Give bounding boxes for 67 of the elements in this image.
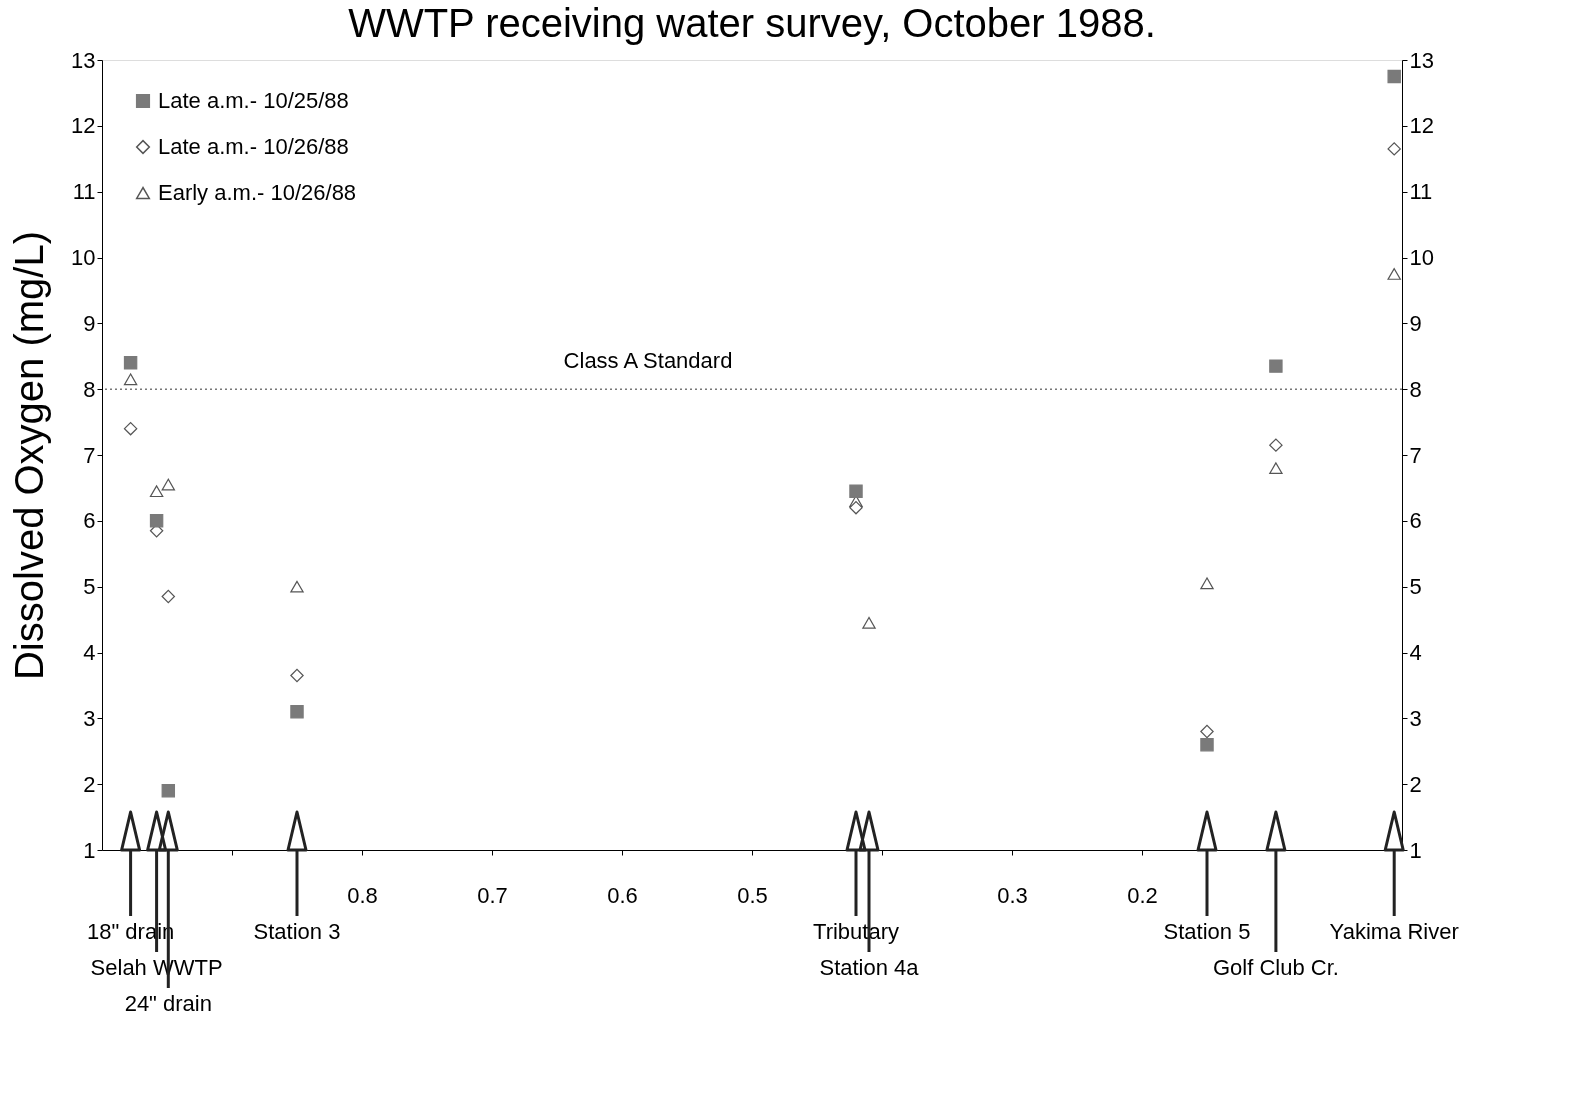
y2-tick-label: 4 [1409,640,1422,665]
x-tick-label: 0.5 [737,882,768,908]
y2-tick-label: 13 [1409,47,1434,73]
point [123,421,138,436]
text: Station 4a [819,955,920,980]
y2-tick-label: 12 [1409,113,1434,139]
y2-tick-label: 6 [1409,508,1422,534]
point [290,580,304,593]
x-tick-label: 0.3 [997,882,1028,908]
x-tick-label: 0.2 [1127,882,1158,908]
y-tick-label: 1 [83,837,96,863]
text: Station 5 [1163,919,1251,944]
y-tick-label: 13 [71,47,96,73]
y2-tick-label: 8 [1409,376,1422,402]
point [1269,462,1283,475]
point [149,485,164,498]
point [862,616,876,629]
point [290,668,304,683]
legend-label: Early a.m.- 10/26/88 [158,180,357,205]
y-tick-label: 9 [83,310,96,336]
y2-tick-label: 11 [1409,179,1433,205]
y-tick-label: 10 [71,245,96,270]
point [1387,142,1401,156]
text: Golf Club Cr. [1212,955,1339,980]
y2-tick-label: 3 [1409,705,1422,731]
point [849,484,863,498]
y-tick-label: 4 [83,640,96,665]
y-axis-title: Dissolved Oxygen (mg/L) [7,230,52,681]
text: Station 3 [253,919,341,944]
y-tick-label: 6 [83,508,96,534]
point [849,500,863,515]
point [123,356,138,370]
point [161,478,176,491]
point [290,705,304,719]
text: Yakima River [1329,919,1459,944]
point [1387,268,1401,280]
point [1387,69,1401,84]
point [1269,359,1283,373]
y2-tick-label: 2 [1409,771,1422,797]
point [161,589,176,604]
ref-line-label: Class A Standard [563,348,733,374]
y2-tick-label: 1 [1409,837,1422,863]
y-tick-label: 11 [72,179,96,205]
y-tick-label: 3 [83,705,96,731]
point [1200,737,1214,752]
x-tick-label: 0.8 [347,882,378,908]
point [1269,438,1283,452]
y-tick-label: 12 [71,113,96,139]
y-tick-label: 8 [83,376,96,402]
y-tick-label: 7 [83,442,96,468]
x-tick-label: 0.7 [477,882,508,908]
y2-tick-label: 7 [1409,442,1422,468]
point [161,784,176,798]
y2-tick-label: 9 [1409,310,1422,336]
text: 24" drain [124,991,212,1016]
point [123,373,138,386]
legend-label: Late a.m.- 10/26/88 [158,134,349,159]
y2-tick-label: 5 [1409,574,1422,600]
chart-title: WWTP receiving water survey, October 1988. [348,1,1156,45]
y-tick-label: 5 [83,574,96,600]
y2-tick-label: 10 [1409,245,1434,270]
point [149,514,164,528]
y-tick-label: 2 [83,771,96,797]
point [1200,577,1214,590]
point [1200,724,1214,739]
legend-label: Late a.m.- 10/25/88 [158,88,349,113]
x-tick-label: 0.6 [607,882,638,908]
